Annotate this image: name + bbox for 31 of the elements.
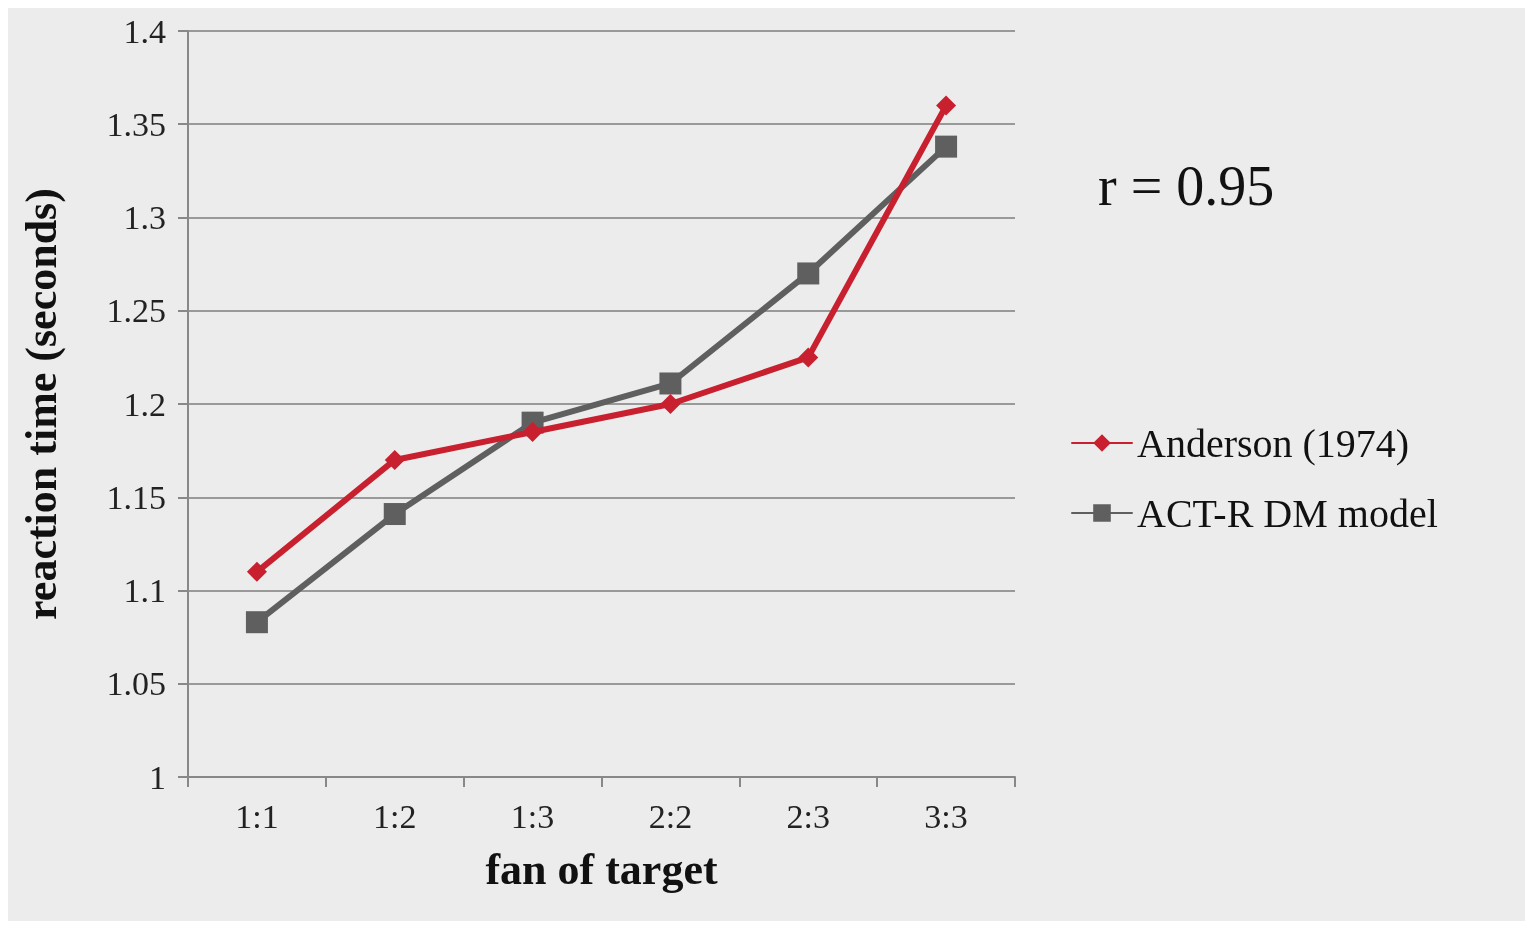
point bbox=[245, 611, 268, 634]
point bbox=[522, 421, 543, 442]
y-tick-label: 1.1 bbox=[123, 572, 166, 609]
x-tick-label: 2:2 bbox=[648, 797, 693, 835]
x-tick-label: 1:3 bbox=[510, 797, 555, 835]
y-tick-label: 1.35 bbox=[106, 105, 166, 143]
legend-label: ACT-R DM model bbox=[1137, 490, 1438, 536]
point bbox=[936, 95, 957, 116]
x-tick-label: 2:3 bbox=[786, 797, 830, 835]
y-tick-label: 1.15 bbox=[106, 478, 166, 516]
point bbox=[660, 394, 681, 414]
point bbox=[246, 561, 267, 582]
x-axis-title: fan of target bbox=[485, 844, 718, 894]
point bbox=[798, 347, 819, 368]
point bbox=[659, 372, 682, 395]
text: r = 0.95 bbox=[1098, 155, 1275, 217]
y-tick-label: 1.4 bbox=[123, 12, 166, 50]
y-tick-label: 1.2 bbox=[123, 385, 166, 423]
legend-label: Anderson (1974) bbox=[1137, 420, 1410, 466]
point bbox=[935, 135, 958, 158]
x-tick-label: 1:2 bbox=[373, 797, 417, 835]
y-tick-label: 1.25 bbox=[106, 292, 166, 330]
x-tick-label: 3:3 bbox=[924, 797, 968, 835]
x-tick-label: 1:1 bbox=[235, 797, 279, 835]
point bbox=[383, 503, 406, 526]
y-tick-label: 1.05 bbox=[106, 665, 166, 703]
point bbox=[797, 262, 820, 285]
point bbox=[384, 449, 405, 470]
y-axis-title: reaction time (seconds) bbox=[16, 188, 66, 620]
y-tick-label: 1.3 bbox=[123, 199, 166, 236]
y-tick-label: 1 bbox=[149, 758, 166, 796]
